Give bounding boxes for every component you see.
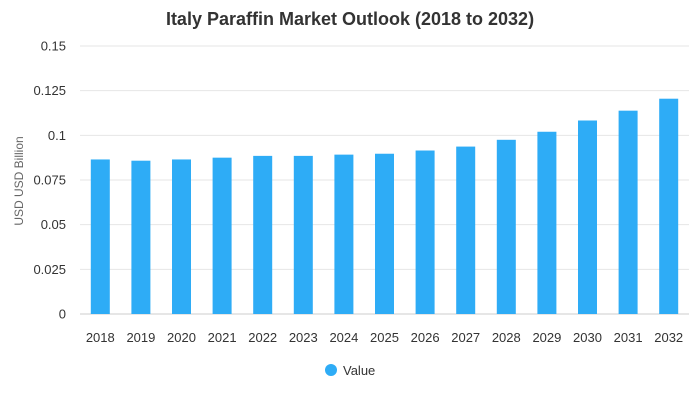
x-tick-label: 2018	[86, 330, 115, 345]
y-tick-label: 0.1	[48, 128, 66, 143]
bar-2023[interactable]	[293, 155, 313, 314]
x-tick-label: 2028	[492, 330, 521, 345]
x-tick-label: 2030	[573, 330, 602, 345]
bar-2020[interactable]	[172, 159, 191, 314]
bar-2024[interactable]	[334, 154, 354, 314]
y-tick-labels: 0 0.025 0.05 0.075 0.1 0.125 0.15	[33, 39, 66, 322]
y-tick-label: 0.075	[33, 173, 66, 188]
bar-2028[interactable]	[496, 139, 516, 314]
bar-2027[interactable]	[456, 146, 476, 314]
bars	[90, 98, 679, 314]
x-tick-label: 2027	[451, 330, 480, 345]
x-tick-labels: 2018 2019 2020 2021 2022 2023 2024 2025 2026 2027…	[86, 330, 683, 345]
bar-2026[interactable]	[415, 150, 435, 314]
x-tick-label: 2021	[208, 330, 237, 345]
x-tick-label: 2029	[532, 330, 561, 345]
x-tick-label: 2020	[167, 330, 196, 345]
bar-2025[interactable]	[375, 153, 394, 314]
bar-2018[interactable]	[90, 159, 110, 314]
x-tick-label: 2031	[614, 330, 643, 345]
bar-2021[interactable]	[212, 157, 232, 314]
y-axis-title: USD USD Billion	[12, 136, 26, 225]
y-tick-label: 0.125	[33, 83, 66, 98]
chart-title: Italy Paraffin Market Outlook (2018 to 2…	[165, 9, 535, 29]
bar-2032[interactable]	[659, 98, 679, 314]
legend-label-value: Value	[343, 363, 375, 378]
bar-2030[interactable]	[578, 120, 597, 314]
x-tick-label: 2025	[370, 330, 399, 345]
legend[interactable]: Value	[325, 363, 375, 378]
x-tick-label: 2026	[411, 330, 440, 345]
y-tick-label: 0.15	[41, 39, 66, 54]
x-tick-label: 2032	[654, 330, 683, 345]
bar-2029[interactable]	[537, 131, 557, 314]
y-tick-label: 0.025	[33, 262, 66, 277]
x-tick-label: 2019	[126, 330, 155, 345]
x-tick-label: 2022	[248, 330, 277, 345]
bar-2019[interactable]	[131, 160, 151, 314]
x-tick-label: 2024	[329, 330, 358, 345]
bar-2031[interactable]	[618, 110, 638, 314]
y-tick-label: 0.05	[41, 217, 66, 232]
x-tick-label: 2023	[289, 330, 318, 345]
bar-2022[interactable]	[253, 155, 273, 314]
legend-marker-value	[325, 364, 337, 376]
y-tick-label: 0	[59, 307, 66, 322]
